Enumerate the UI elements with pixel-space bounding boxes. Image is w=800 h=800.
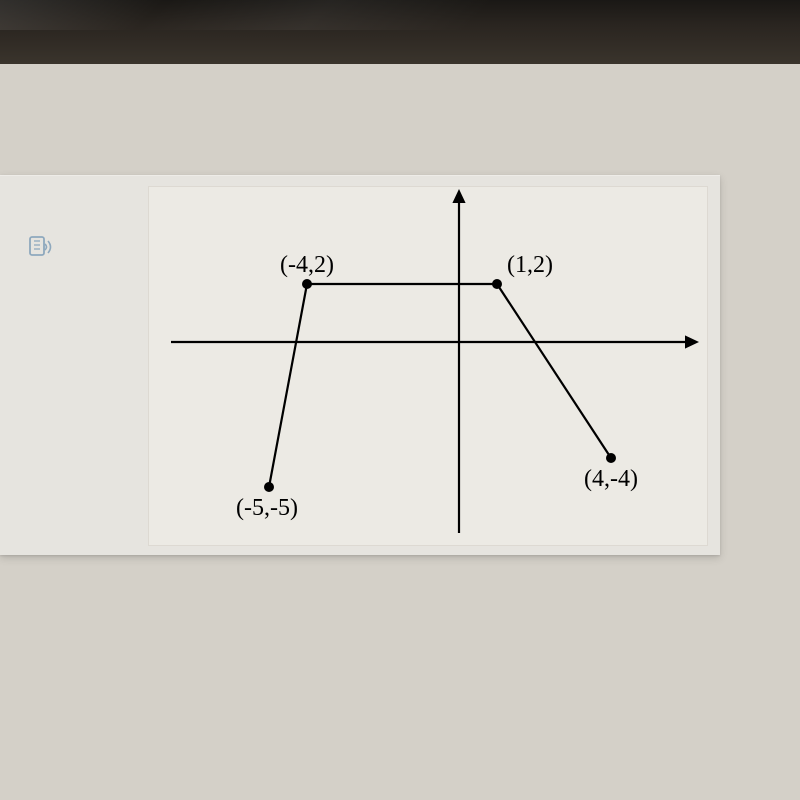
point-label: (1,2) [507, 252, 553, 278]
point-label: (4,-4) [584, 466, 638, 492]
speaker-icon[interactable] [28, 235, 56, 259]
chart-panel: (-4,2) (1,2) (4,-4) (-5,-5) [0, 175, 720, 555]
chart-area: (-4,2) (1,2) (4,-4) (-5,-5) [148, 186, 708, 546]
point-label: (-4,2) [280, 252, 334, 278]
photo-shadow-top [0, 0, 800, 64]
coordinate-plot: (-4,2) (1,2) (4,-4) (-5,-5) [149, 187, 709, 547]
point-label: (-5,-5) [236, 495, 298, 521]
